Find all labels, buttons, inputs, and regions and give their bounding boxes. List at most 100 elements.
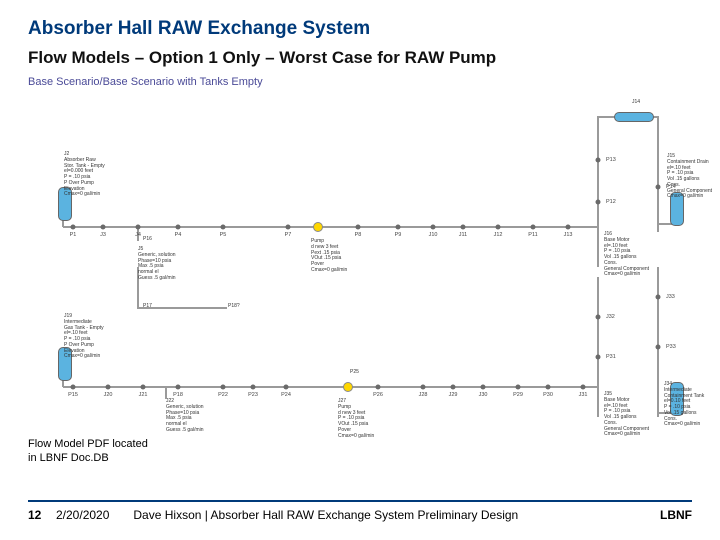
footer-brand: LBNF [660, 508, 692, 522]
pipe-top [63, 226, 598, 228]
node-J30 [481, 385, 486, 390]
node-J32 [596, 315, 601, 320]
info-block-11: J14 [632, 100, 640, 106]
node-label-P30: P30 [543, 392, 553, 398]
node-P12 [596, 200, 601, 205]
node-P23 [251, 385, 256, 390]
info-block-13: P18? [228, 304, 240, 310]
node-label-P8: P8 [355, 232, 362, 238]
flow-diagram: P1 J3 J4 P4 P5 P7 P8 P9 J10 J11 J12 P11 J13 P15 J20 J21… [28, 92, 692, 432]
slide: Absorber Hall RAW Exchange System Flow M… [0, 0, 720, 540]
node-label-P23: P23 [248, 392, 258, 398]
node-label-J10: J10 [429, 232, 438, 238]
node-P33 [656, 345, 661, 350]
node-J29 [451, 385, 456, 390]
node-label-J21: J21 [139, 392, 148, 398]
tank-j14_h [614, 112, 654, 122]
node-label-J12: J12 [494, 232, 503, 238]
info-block-4: J5 Generic, solution Phase=10 psia Max .… [138, 247, 176, 282]
node-label-J31: J31 [579, 392, 588, 398]
riser-1-bot [597, 277, 599, 387]
node-J31 [581, 385, 586, 390]
node-label-J32: J32 [606, 314, 615, 320]
riser-2-up [657, 117, 659, 232]
node-P26 [376, 385, 381, 390]
node-label-P33: P33 [666, 344, 676, 350]
node-label-J4: J4 [135, 232, 141, 238]
node-label-J20: J20 [104, 392, 113, 398]
info-block-7: J15 Containment Drain el=.10 feet P = .1… [667, 154, 712, 200]
info-block-0: J2 Absorber Raw Stor. Tank - Empty el=0.… [64, 152, 105, 198]
info-block-8: J16 Base Motor el=.10 feet P = .10 psia … [604, 232, 649, 278]
node-label-J11: J11 [459, 232, 467, 238]
node-label-P26: P26 [373, 392, 383, 398]
node-P22 [221, 385, 226, 390]
footer-byline: Dave Hixson | Absorber Hall RAW Exchange… [133, 508, 518, 522]
node-P24 [284, 385, 289, 390]
caption: Flow Model PDF located in LBNF Doc.DB [28, 438, 692, 466]
info-block-6: J22 Generic, solution Phase=10 psia Max … [166, 399, 204, 434]
node-P1 [71, 225, 76, 230]
node-J4 [136, 225, 141, 230]
pump-1 [313, 222, 323, 232]
node-P30 [546, 385, 551, 390]
footer-rule [28, 500, 692, 502]
stub-j19 [62, 380, 64, 387]
node-label-P13: P13 [606, 157, 616, 163]
footer-date: 2/20/2020 [56, 508, 109, 522]
node-label-P5: P5 [220, 232, 227, 238]
node-label-J30: J30 [479, 392, 488, 398]
node-P31 [596, 355, 601, 360]
node-P7 [286, 225, 291, 230]
node-label-P4: P4 [175, 232, 182, 238]
info-block-14: P25 [350, 370, 359, 376]
node-label-P22: P22 [218, 392, 228, 398]
node-label-P24: P24 [281, 392, 291, 398]
pump-2 [343, 382, 353, 392]
node-P11 [531, 225, 536, 230]
node-label-J33: J33 [666, 294, 675, 300]
node-J11 [461, 225, 466, 230]
node-P5 [221, 225, 226, 230]
info-block-2: Pump d new 3 feet Pext .15 psia VOut .15… [311, 239, 347, 274]
node-label-J29: J29 [449, 392, 458, 398]
info-block-1: J19 Intermediate Gas Tank - Empty el=.10… [64, 314, 104, 360]
node-J10 [431, 225, 436, 230]
stub-j2 [62, 220, 64, 227]
node-label-J3: J3 [100, 232, 106, 238]
node-label-P12: P12 [606, 199, 616, 205]
node-label-P9: P9 [395, 232, 402, 238]
node-J33 [656, 295, 661, 300]
node-P9 [396, 225, 401, 230]
node-J21 [141, 385, 146, 390]
info-block-9: J35 Base Motor el=.10 feet P = .10 psia … [604, 392, 649, 438]
footer: 12 2/20/2020 Dave Hixson | Absorber Hall… [28, 500, 692, 522]
node-label-J13: J13 [564, 232, 573, 238]
node-P29 [516, 385, 521, 390]
node-P15 [71, 385, 76, 390]
info-block-3: J27 Pump d new 3 feet P = .10 psia VOut … [338, 399, 374, 439]
node-P4 [176, 225, 181, 230]
node-J13 [566, 225, 571, 230]
node-J3 [101, 225, 106, 230]
node-P14 [656, 185, 661, 190]
caption-line-2: in LBNF Doc.DB [28, 452, 692, 466]
node-label-P7: P7 [285, 232, 292, 238]
node-label-P1: P1 [70, 232, 77, 238]
node-label-P11: P11 [528, 232, 537, 238]
node-J12 [496, 225, 501, 230]
node-label-P29: P29 [513, 392, 523, 398]
node-label-P31: P31 [606, 354, 616, 360]
scenario-label: Base Scenario/Base Scenario with Tanks E… [28, 76, 692, 88]
node-P8 [356, 225, 361, 230]
node-P18 [176, 385, 181, 390]
info-block-10: J34 Intermediate Containment Tank el=0.1… [664, 382, 704, 428]
info-block-12: P16 [143, 237, 152, 243]
page-title: Absorber Hall RAW Exchange System [28, 18, 692, 40]
node-J28 [421, 385, 426, 390]
node-label-P18: P18 [173, 392, 183, 398]
node-label-P15: P15 [68, 392, 78, 398]
riser-1-up [597, 117, 599, 227]
node-label-J28: J28 [419, 392, 428, 398]
riser-2-bot [657, 267, 659, 417]
